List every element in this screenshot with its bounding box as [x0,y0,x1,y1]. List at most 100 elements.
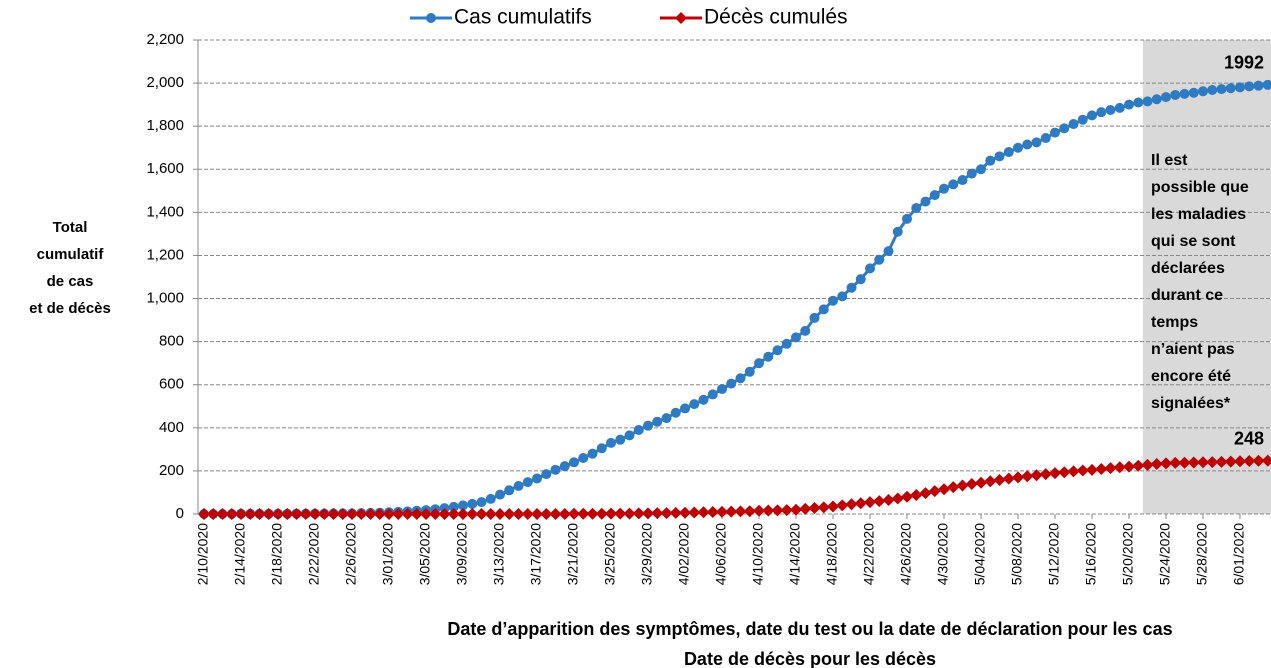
point [716,505,728,518]
y-axis-label: et de décès [29,300,111,317]
note: Il est [1151,152,1188,169]
point [743,505,756,518]
x-tick-label: 3/17/2020 [528,523,544,585]
point [1206,456,1219,469]
y-tick-label: 800 [159,333,184,350]
point [902,213,912,224]
point [410,508,423,520]
x-tick-label: 2/10/2020 [195,523,211,585]
point [642,507,654,520]
point [448,501,459,512]
point [318,508,331,520]
x-tick-label: 5/16/2020 [1083,523,1099,585]
y-axis-label: cumulatif [37,246,105,263]
point [734,505,747,518]
point [1178,456,1191,469]
point [207,508,220,520]
point [355,508,368,520]
point [1095,462,1108,475]
point [272,508,284,520]
series-line [204,83,1268,516]
point [1003,147,1014,158]
point [578,452,589,463]
point [1039,468,1052,481]
point [891,492,904,505]
x-tick-label: 3/01/2020 [380,523,396,585]
point [1124,99,1134,110]
point [680,403,690,414]
point [262,508,275,520]
x-tick-label: 3/13/2020 [491,523,507,585]
legend-marker [675,12,687,24]
x-tick-label: 5/20/2020 [1120,523,1136,585]
point [652,416,663,427]
y-tick-label: 0 [176,505,184,522]
point [1086,463,1098,476]
point [364,508,377,520]
point [458,500,468,511]
point [726,378,737,389]
x-tick-label: 4/02/2020 [676,523,692,585]
point [781,338,792,349]
note: déclarées [1151,260,1225,277]
point [910,489,923,502]
x-tick-label: 2/14/2020 [232,523,248,585]
x-tick-label: 4/18/2020 [824,523,840,585]
point [1141,458,1154,471]
point [1123,460,1135,473]
point [495,489,505,500]
point [605,507,617,520]
y-tick-label: 200 [159,462,184,479]
point [827,500,839,513]
point [1076,464,1089,477]
point [1049,467,1061,480]
point [707,389,718,400]
point [1169,456,1182,469]
point [929,190,940,201]
x-tick-label: 4/10/2020 [750,523,766,585]
point [1234,455,1246,468]
point [1133,97,1144,108]
point [198,508,210,520]
point [615,434,626,445]
point [939,183,949,194]
shaded-region [1142,40,1271,514]
point [373,508,386,520]
legend-marker [426,13,436,23]
point [596,443,607,454]
point [725,505,738,518]
point [1059,123,1070,134]
point [790,503,802,516]
x-tick-label: 3/05/2020 [417,523,433,585]
note: signalées* [1151,395,1231,412]
point [494,508,506,520]
point [1161,92,1171,103]
point [735,373,746,384]
point [484,508,497,520]
point [216,508,229,520]
point [299,508,312,520]
x-tick-label: 5/28/2020 [1194,523,1210,585]
point [281,508,294,520]
point [744,366,755,377]
point [457,508,469,520]
x-tick-label: 4/26/2020 [898,523,914,585]
point [1022,139,1033,150]
point [513,480,524,491]
point [1207,84,1218,95]
point [957,175,968,186]
point [809,312,820,323]
x-tick-label: 4/06/2020 [713,523,729,585]
x-tick-label: 4/30/2020 [935,523,951,585]
point [383,508,395,520]
point [865,263,875,274]
y-tick-label: 1,600 [146,160,184,177]
point [253,508,266,520]
point [753,504,765,517]
point [504,485,515,496]
point [948,179,959,190]
point [467,498,478,509]
point [763,351,774,362]
point [624,430,635,441]
point [993,473,1006,486]
